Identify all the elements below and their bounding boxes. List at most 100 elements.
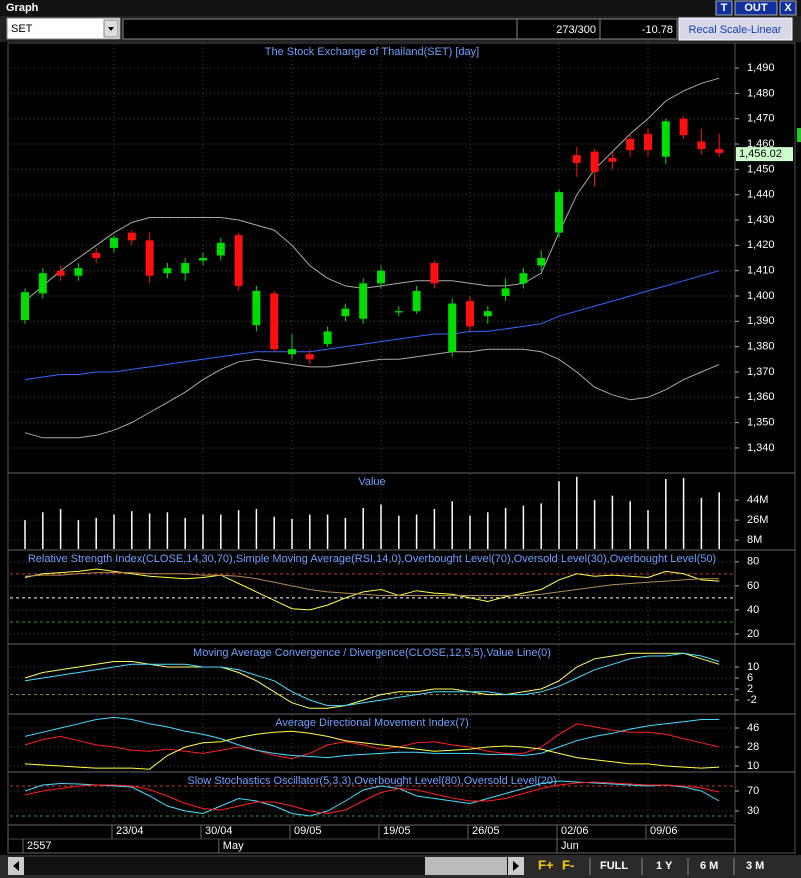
candle-body <box>323 331 332 345</box>
recal-label[interactable]: Recal Scale-Linear <box>689 24 782 36</box>
y-tick-label: 1,350 <box>747 417 775 429</box>
volume-bar <box>593 500 596 549</box>
volume-bar <box>113 514 115 549</box>
candle-body <box>430 263 439 284</box>
y-tick-label: 26M <box>747 514 768 526</box>
candle-body <box>181 263 190 274</box>
x-tick-label: 23/04 <box>116 825 144 837</box>
symbol[interactable]: SET <box>11 23 33 35</box>
recal-button[interactable] <box>678 17 793 41</box>
6m-button[interactable]: 6 M <box>700 860 718 872</box>
t-button[interactable] <box>715 0 733 16</box>
y-tick-label: 1,400 <box>747 290 775 302</box>
y-tick-label: 1,460 <box>747 138 775 150</box>
y-tick-label: 60 <box>747 580 759 592</box>
y-tick-label: 1,380 <box>747 341 775 353</box>
y-tick-label: 6 <box>747 672 753 684</box>
volume-bar <box>184 517 186 549</box>
3m-button[interactable]: 3 M <box>746 860 764 872</box>
candle-body <box>448 303 457 352</box>
y-tick-label: 10 <box>747 760 759 772</box>
overlay-line <box>24 77 720 302</box>
volume-bar <box>558 481 560 549</box>
candle-body <box>21 292 29 321</box>
candle-body <box>626 138 635 151</box>
volume-bar <box>202 514 204 549</box>
y-tick-label: 1,410 <box>747 265 775 277</box>
indicator-line <box>24 781 720 815</box>
volume-bar <box>362 507 364 549</box>
volume-bar <box>576 476 578 549</box>
volume-bar <box>326 514 329 549</box>
window-title: Graph <box>6 2 39 14</box>
indicator-line <box>24 780 720 817</box>
y-tick-label: 1,430 <box>747 214 775 226</box>
indicator-line <box>24 730 720 770</box>
indicator-line <box>24 716 720 759</box>
candle-body <box>234 235 243 286</box>
candle-body <box>145 240 154 276</box>
period-label: May <box>223 840 244 852</box>
candle-body <box>590 151 599 172</box>
volume-bar <box>255 509 258 549</box>
y-tick-label: 1,470 <box>747 113 775 125</box>
zoom-in[interactable]: F+ <box>538 857 554 872</box>
close-button[interactable] <box>779 0 797 16</box>
volume-bar <box>398 515 400 549</box>
arrow-icon <box>108 27 114 31</box>
candle-body <box>697 141 706 150</box>
period-label: 2557 <box>27 840 51 852</box>
y-tick-label: 1,390 <box>747 315 775 327</box>
y-tick-label: 2 <box>747 683 753 695</box>
out-button[interactable] <box>734 0 778 16</box>
candle-body <box>110 237 118 248</box>
candle-body <box>163 268 172 274</box>
candle-body <box>305 354 314 360</box>
indicator-line <box>24 572 720 596</box>
y-tick-label: 1,360 <box>747 391 775 403</box>
out-button-label[interactable]: OUT <box>744 2 768 14</box>
volume-bar <box>273 516 275 549</box>
candle-body <box>56 270 65 276</box>
zoom-out[interactable]: F- <box>562 857 574 872</box>
candle-body <box>715 149 724 153</box>
y-tick-label: 1,490 <box>747 62 775 74</box>
candle-body <box>466 301 474 327</box>
volume-bar <box>148 513 151 549</box>
y-tick-label: 46 <box>747 722 759 734</box>
candle-body <box>537 258 546 266</box>
x-tick-label: 19/05 <box>383 825 411 837</box>
volume-bar <box>540 503 542 549</box>
panel-title: The Stock Exchange of Thailand(SET) [day… <box>265 46 479 58</box>
y-tick-label: 80 <box>747 556 759 568</box>
scroll-track[interactable] <box>24 857 508 875</box>
scroll-thumb[interactable] <box>425 857 507 875</box>
volume-bar <box>415 514 418 549</box>
volume-bar <box>24 520 26 549</box>
x-tick-label: 02/06 <box>561 825 589 837</box>
candle-body <box>341 308 350 317</box>
volume-bar <box>647 510 649 549</box>
volume-bar <box>718 492 720 549</box>
y-tick-label: 44M <box>747 494 768 506</box>
candle-body <box>288 349 296 355</box>
volume-bar <box>166 512 169 549</box>
count: 273/300 <box>556 24 596 36</box>
full-button[interactable]: FULL <box>600 860 628 872</box>
volume-bar <box>611 495 614 549</box>
close-button-label[interactable]: X <box>784 2 792 14</box>
y-tick-label: 1,450 <box>747 163 775 175</box>
panel-title: Value <box>358 476 385 488</box>
indicator-line <box>24 723 720 760</box>
last-price-label: 1,456.02 <box>739 148 782 160</box>
1y-button[interactable]: 1 Y <box>656 860 673 872</box>
symbol-select[interactable] <box>6 17 121 40</box>
candle-body <box>661 121 670 157</box>
t-button-label[interactable]: T <box>721 2 728 14</box>
volume-bar <box>522 505 525 549</box>
info-box <box>122 18 518 40</box>
volume-bar <box>665 479 667 549</box>
x-tick-label: 09/06 <box>650 825 678 837</box>
